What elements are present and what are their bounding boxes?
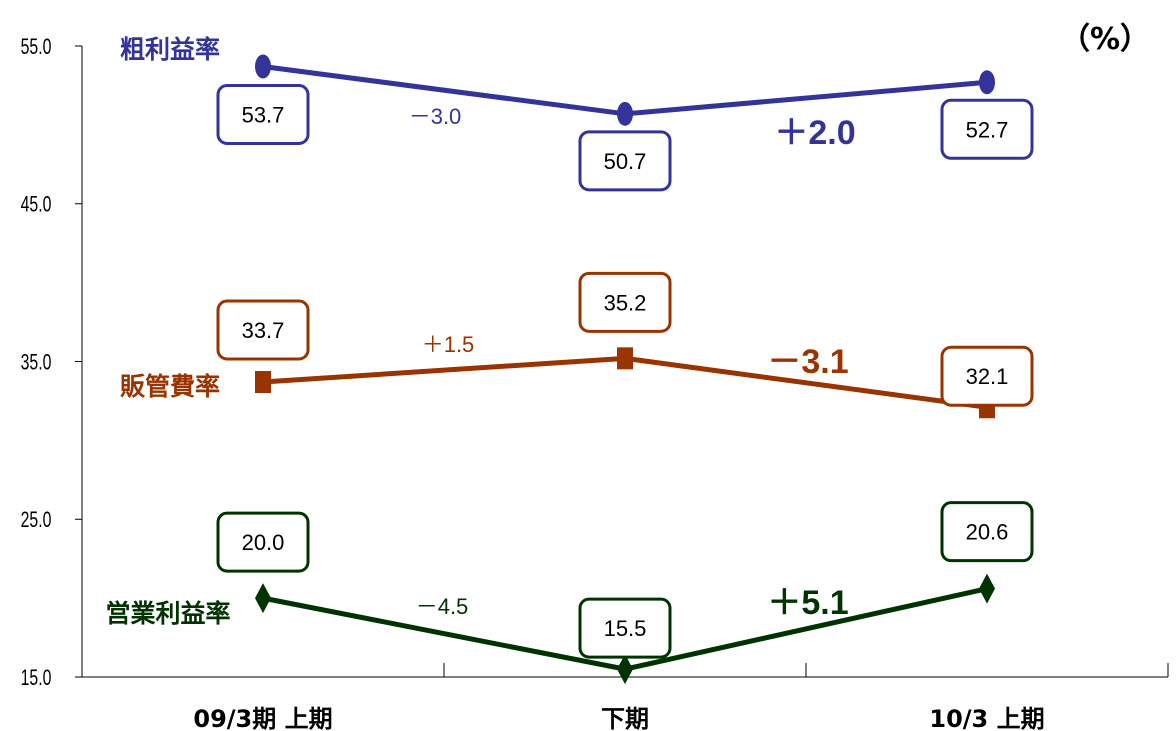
- data-point-marker: [255, 371, 271, 394]
- data-label: 32.1: [966, 364, 1009, 389]
- data-point-marker: [255, 54, 271, 79]
- data-label: 20.6: [966, 520, 1009, 545]
- y-tick-label: 45.0: [21, 193, 52, 217]
- data-label: 20.0: [242, 530, 285, 555]
- data-label-box: [578, 130, 672, 192]
- data-label: 35.2: [604, 290, 647, 315]
- data-point-marker: [617, 347, 633, 370]
- data-label-box: [940, 345, 1034, 407]
- data-point-marker: [617, 101, 633, 126]
- change-annotation: ＋2.0: [774, 114, 855, 152]
- data-point-marker: [979, 573, 995, 604]
- data-label-box: [216, 299, 310, 361]
- series-name-label: 粗利益率: [120, 35, 220, 64]
- data-label-box: [216, 511, 310, 573]
- y-tick-label: 55.0: [21, 36, 52, 60]
- data-label: 15.5: [604, 616, 647, 641]
- data-label-box: [940, 98, 1034, 160]
- change-annotation: ＋5.1: [767, 584, 848, 622]
- data-label-box: [940, 501, 1034, 563]
- data-label-box: [578, 597, 672, 659]
- unit-label: （%）: [1060, 22, 1151, 57]
- data-label: 52.7: [966, 117, 1009, 142]
- data-label: 53.7: [242, 103, 285, 128]
- y-tick-label: 35.0: [21, 351, 52, 375]
- series-name-label: 営業利益率: [105, 599, 230, 628]
- x-tick-label: 下期: [601, 705, 649, 731]
- data-point-marker: [255, 583, 271, 614]
- change-annotation: －4.5: [416, 594, 469, 619]
- data-label-box: [216, 84, 310, 146]
- y-tick-label: 15.0: [21, 667, 52, 691]
- series-name-label: 販管費率: [120, 372, 220, 401]
- x-tick-label: 10/3 上期: [929, 705, 1044, 731]
- change-annotation: ＋1.5: [422, 332, 475, 357]
- x-tick-label: 09/3期 上期: [193, 705, 332, 731]
- data-point-marker: [979, 70, 995, 95]
- data-point-marker: [617, 654, 633, 685]
- data-label: 33.7: [242, 318, 285, 343]
- change-annotation: －3.0: [409, 104, 462, 129]
- y-tick-label: 25.0: [21, 509, 52, 533]
- change-annotation: －3.1: [767, 343, 848, 381]
- data-label: 50.7: [604, 149, 647, 174]
- data-label-box: [578, 271, 672, 333]
